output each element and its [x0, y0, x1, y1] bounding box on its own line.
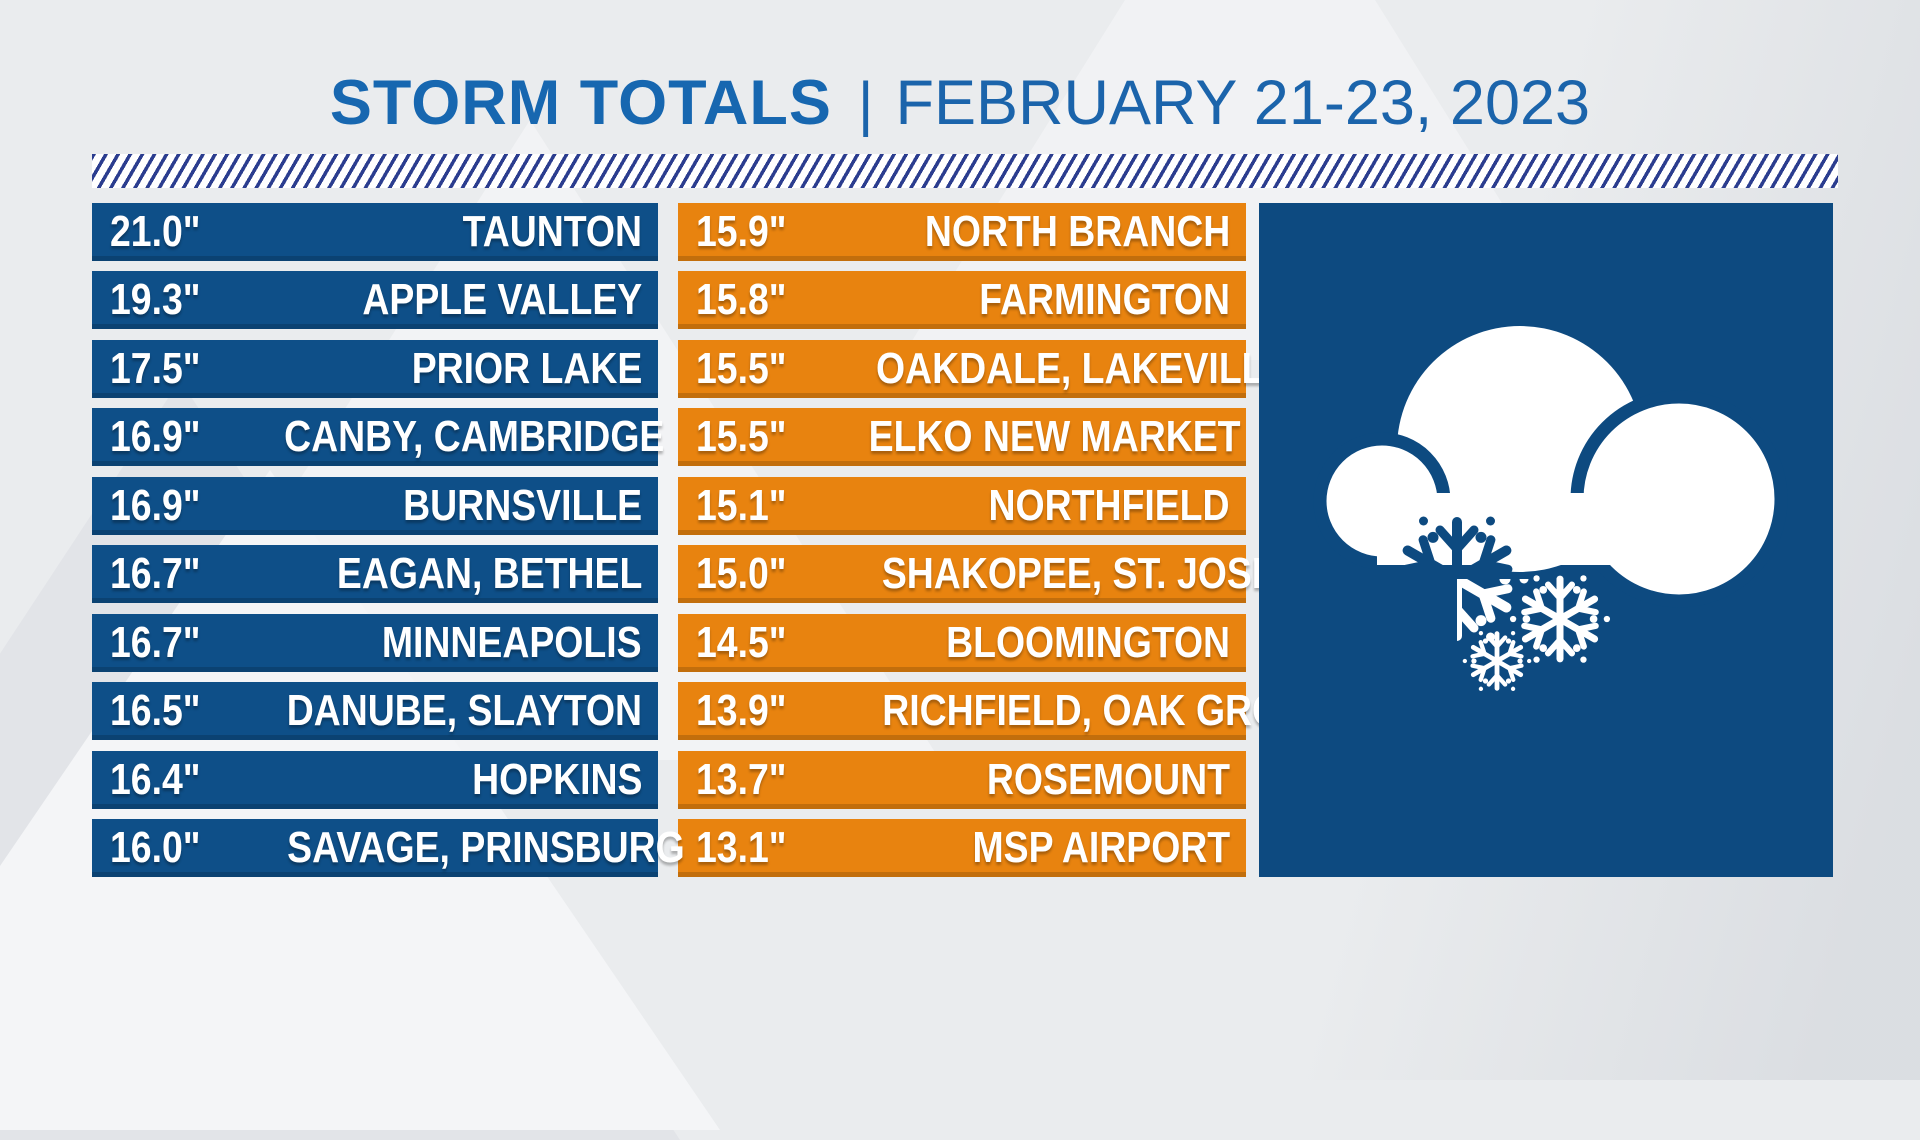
location-label: DANUBE, SLAYTON — [286, 686, 642, 736]
snow-total-value: 16.0" — [110, 822, 201, 872]
snow-total-value: 14.5" — [696, 617, 787, 667]
snowflake-icon — [1510, 575, 1610, 663]
snow-cloud-icon — [1313, 326, 1788, 877]
title-separator: | — [857, 70, 874, 137]
table-row: 15.1" NORTHFIELD — [678, 476, 1246, 535]
snow-total-value: 16.9" — [110, 480, 201, 530]
snow-total-value: 13.1" — [696, 822, 787, 872]
location-label: TAUNTON — [462, 207, 642, 256]
location-label: FARMINGTON — [979, 275, 1230, 325]
location-label: MSP AIRPORT — [972, 822, 1230, 872]
table-row: 13.7" ROSEMOUNT — [678, 750, 1246, 809]
storm-totals-table: 21.0" TAUNTON 19.3" APPLE VALLEY 17.5" PRIO… — [92, 203, 1833, 877]
location-label: RICHFIELD, OAK GROVE — [881, 686, 1331, 736]
hatched-divider — [92, 154, 1838, 188]
snow-total-value: 16.7" — [110, 549, 201, 599]
table-row: 15.5" OAKDALE, LAKEVILLE — [678, 339, 1289, 398]
table-row: 13.1" MSP AIRPORT — [678, 818, 1246, 877]
location-label: PRIOR LAKE — [411, 343, 642, 393]
snow-total-value: 17.5" — [110, 343, 201, 393]
location-label: SHAKOPEE, ST. JOSEPH — [881, 549, 1329, 599]
location-label: EAGAN, BETHEL — [336, 549, 642, 599]
snow-total-value: 13.9" — [696, 686, 787, 736]
location-label: MINNEAPOLIS — [382, 617, 642, 667]
table-row: 16.5" DANUBE, SLAYTON — [92, 682, 658, 741]
table-row: 13.9" RICHFIELD, OAK GROVE — [678, 682, 1331, 741]
snow-total-value: 21.0" — [110, 207, 201, 256]
snow-total-value: 16.7" — [110, 617, 201, 667]
title-date: FEBRUARY 21-23, 2023 — [895, 68, 1591, 138]
snow-cloud-panel — [1259, 203, 1833, 877]
table-row: 15.9" NORTH BRANCH — [678, 203, 1246, 261]
snow-total-value: 16.9" — [110, 412, 201, 462]
snow-total-value: 13.7" — [696, 754, 787, 804]
table-row: 16.4" HOPKINS — [92, 750, 658, 809]
location-label: CANBY, CAMBRIDGE — [283, 412, 664, 462]
snow-total-value: 15.8" — [696, 275, 787, 325]
location-label: BURNSVILLE — [403, 480, 642, 530]
column-blue: 21.0" TAUNTON 19.3" APPLE VALLEY 17.5" PRIO… — [92, 203, 684, 877]
table-row: 14.5" BLOOMINGTON — [678, 613, 1246, 672]
table-row: 21.0" TAUNTON — [92, 203, 658, 261]
table-row: 17.5" PRIOR LAKE — [92, 339, 658, 398]
snow-total-value: 15.5" — [696, 412, 787, 462]
location-label: HOPKINS — [471, 754, 642, 804]
table-row: 16.9" CANBY, CAMBRIDGE — [92, 408, 664, 467]
snow-total-value: 15.5" — [696, 343, 787, 393]
table-row: 19.3" APPLE VALLEY — [92, 271, 658, 330]
snow-total-value: 16.4" — [110, 754, 201, 804]
table-row: 16.9" BURNSVILLE — [92, 476, 658, 535]
table-row: 15.8" FARMINGTON — [678, 271, 1246, 330]
location-label: OAKDALE, LAKEVILLE — [875, 343, 1289, 393]
snow-total-value: 15.9" — [696, 207, 787, 256]
snow-total-value: 15.0" — [696, 549, 787, 599]
location-label: BLOOMINGTON — [946, 617, 1230, 667]
location-label: ELKO NEW MARKET — [868, 412, 1241, 462]
location-label: ROSEMOUNT — [986, 754, 1230, 804]
table-row: 15.0" SHAKOPEE, ST. JOSEPH — [678, 545, 1328, 604]
column-orange: 15.9" NORTH BRANCH 15.8" FARMINGTON 15.5" O… — [678, 203, 1331, 877]
snow-total-value: 19.3" — [110, 275, 201, 325]
location-label: APPLE VALLEY — [362, 275, 642, 325]
table-row: 15.5" ELKO NEW MARKET — [678, 408, 1246, 467]
title-main: STORM TOTALS — [329, 68, 832, 138]
table-row: 16.0" SAVAGE, PRINSBURG — [92, 818, 684, 877]
location-label: NORTHFIELD — [988, 480, 1230, 530]
table-row: 16.7" MINNEAPOLIS — [92, 613, 658, 672]
table-row: 16.7" EAGAN, BETHEL — [92, 545, 658, 604]
cloud-icon — [1313, 326, 1788, 608]
location-label: SAVAGE, PRINSBURG — [286, 822, 685, 872]
location-label: NORTH BRANCH — [924, 207, 1230, 256]
page-title: STORM TOTALS | FEBRUARY 21-23, 2023 — [0, 60, 1920, 163]
snow-total-value: 15.1" — [696, 480, 787, 530]
snowflake-icon — [1463, 631, 1532, 691]
snow-total-value: 16.5" — [110, 686, 201, 736]
